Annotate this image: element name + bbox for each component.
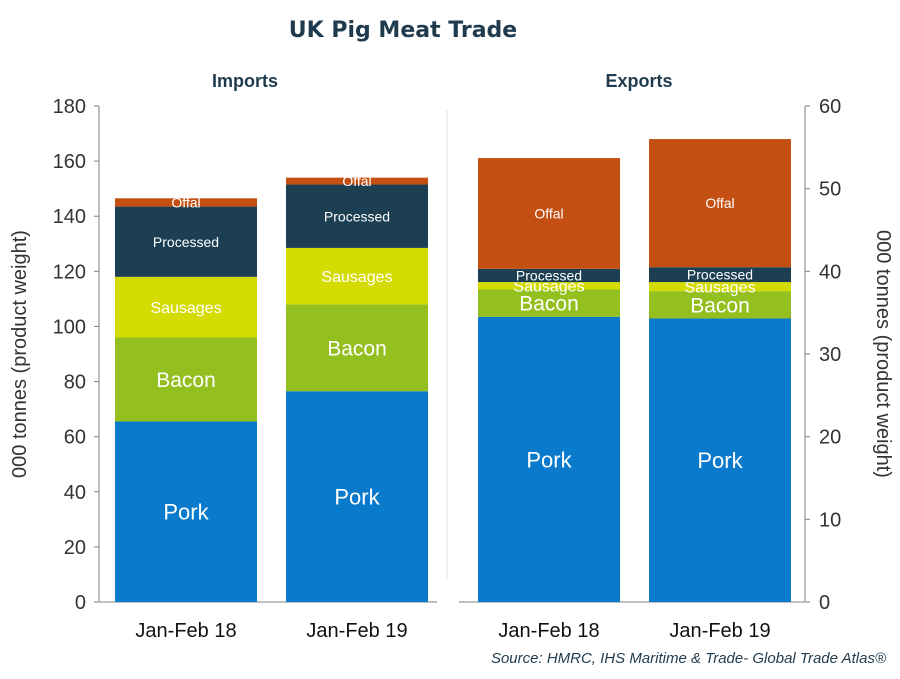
imports-segment-label-bacon: Bacon: [327, 337, 387, 360]
imports-y-tick-label: 100: [53, 316, 86, 338]
exports-panel-title: Exports: [605, 71, 672, 91]
imports-y-tick-label: 60: [64, 427, 86, 449]
imports-bar-jan-feb-19-offal: [286, 177, 428, 185]
exports-category-label: Jan-Feb 19: [669, 620, 770, 642]
imports-y-tick-label: 120: [53, 261, 86, 283]
exports-bar-jan-feb-18-pork: [478, 316, 620, 602]
imports-segment-label-offal: Offal: [171, 194, 200, 210]
exports-segment-label-bacon: Bacon: [519, 293, 579, 316]
exports-bar-jan-feb-18-sausages: [478, 282, 620, 290]
imports-segment-label-offal: Offal: [342, 173, 371, 189]
exports-category-label: Jan-Feb 18: [498, 620, 599, 642]
imports-y-tick-label: 0: [75, 592, 86, 614]
exports-y-tick-label: 30: [819, 344, 841, 366]
imports-bar-jan-feb-19-sausages: [286, 247, 428, 305]
imports-segment-label-sausages: Sausages: [321, 269, 392, 286]
imports-y-tick-label: 140: [53, 206, 86, 228]
imports-y-tick-label: 160: [53, 151, 86, 173]
imports-bar-jan-feb-18-offal: [115, 198, 257, 207]
imports-y-tick-label: 180: [53, 96, 86, 118]
imports-segment-label-pork: Pork: [334, 485, 380, 510]
exports-y-tick-label: 10: [819, 509, 841, 531]
source-note: Source: HMRC, IHS Maritime & Trade- Glob…: [491, 650, 887, 667]
imports-segment-label-pork: Pork: [163, 500, 209, 525]
imports-y-tick-label: 20: [64, 537, 86, 559]
exports-segment-label-pork: Pork: [697, 448, 743, 473]
imports-segment-label-bacon: Bacon: [156, 369, 216, 392]
exports-y-tick-label: 60: [819, 96, 841, 118]
exports-segment-label-sausages: Sausages: [513, 279, 584, 296]
imports-bar-jan-feb-18-processed: [115, 206, 257, 277]
exports-segment-label-pork: Pork: [526, 447, 572, 472]
imports-y-axis-label: 000 tonnes (product weight): [9, 230, 31, 478]
exports-bar-jan-feb-18-processed: [478, 268, 620, 283]
exports-segment-label-processed: Processed: [516, 268, 582, 284]
imports-category-label: Jan-Feb 18: [135, 620, 236, 642]
imports-bar-jan-feb-18-pork: [115, 421, 257, 602]
imports-bar-jan-feb-18-sausages: [115, 276, 257, 338]
exports-y-tick-label: 0: [819, 592, 830, 614]
exports-segment-label-sausages: Sausages: [684, 279, 755, 296]
imports-bar-jan-feb-19-pork: [286, 391, 428, 602]
imports-bar-jan-feb-18-bacon: [115, 337, 257, 422]
exports-y-tick-label: 50: [819, 179, 841, 201]
chart-title: UK Pig Meat Trade: [289, 18, 517, 43]
imports-segment-label-processed: Processed: [153, 234, 219, 250]
imports-panel-title: Imports: [212, 71, 278, 91]
exports-y-tick-label: 40: [819, 261, 841, 283]
exports-segment-label-processed: Processed: [687, 267, 753, 283]
imports-category-label: Jan-Feb 19: [306, 620, 407, 642]
exports-y-axis-label: 000 tonnes (product weight): [872, 230, 894, 478]
exports-bar-jan-feb-19-bacon: [649, 291, 791, 319]
imports-y-tick-label: 80: [64, 372, 86, 394]
exports-bar-jan-feb-19-offal: [649, 139, 791, 268]
exports-segment-label-offal: Offal: [534, 206, 563, 222]
exports-bar-jan-feb-18-bacon: [478, 289, 620, 317]
exports-y-tick-label: 20: [819, 427, 841, 449]
exports-bar-jan-feb-19-processed: [649, 267, 791, 283]
exports-bar-jan-feb-19-sausages: [649, 282, 791, 292]
exports-segment-label-bacon: Bacon: [690, 294, 750, 317]
imports-segment-label-processed: Processed: [324, 208, 390, 224]
imports-bar-jan-feb-19-bacon: [286, 304, 428, 392]
exports-bar-jan-feb-19-pork: [649, 318, 791, 602]
imports-bar-jan-feb-19-processed: [286, 184, 428, 248]
imports-segment-label-sausages: Sausages: [150, 300, 221, 317]
imports-y-tick-label: 40: [64, 482, 86, 504]
exports-bar-jan-feb-18-offal: [478, 158, 620, 269]
exports-segment-label-offal: Offal: [705, 195, 734, 211]
